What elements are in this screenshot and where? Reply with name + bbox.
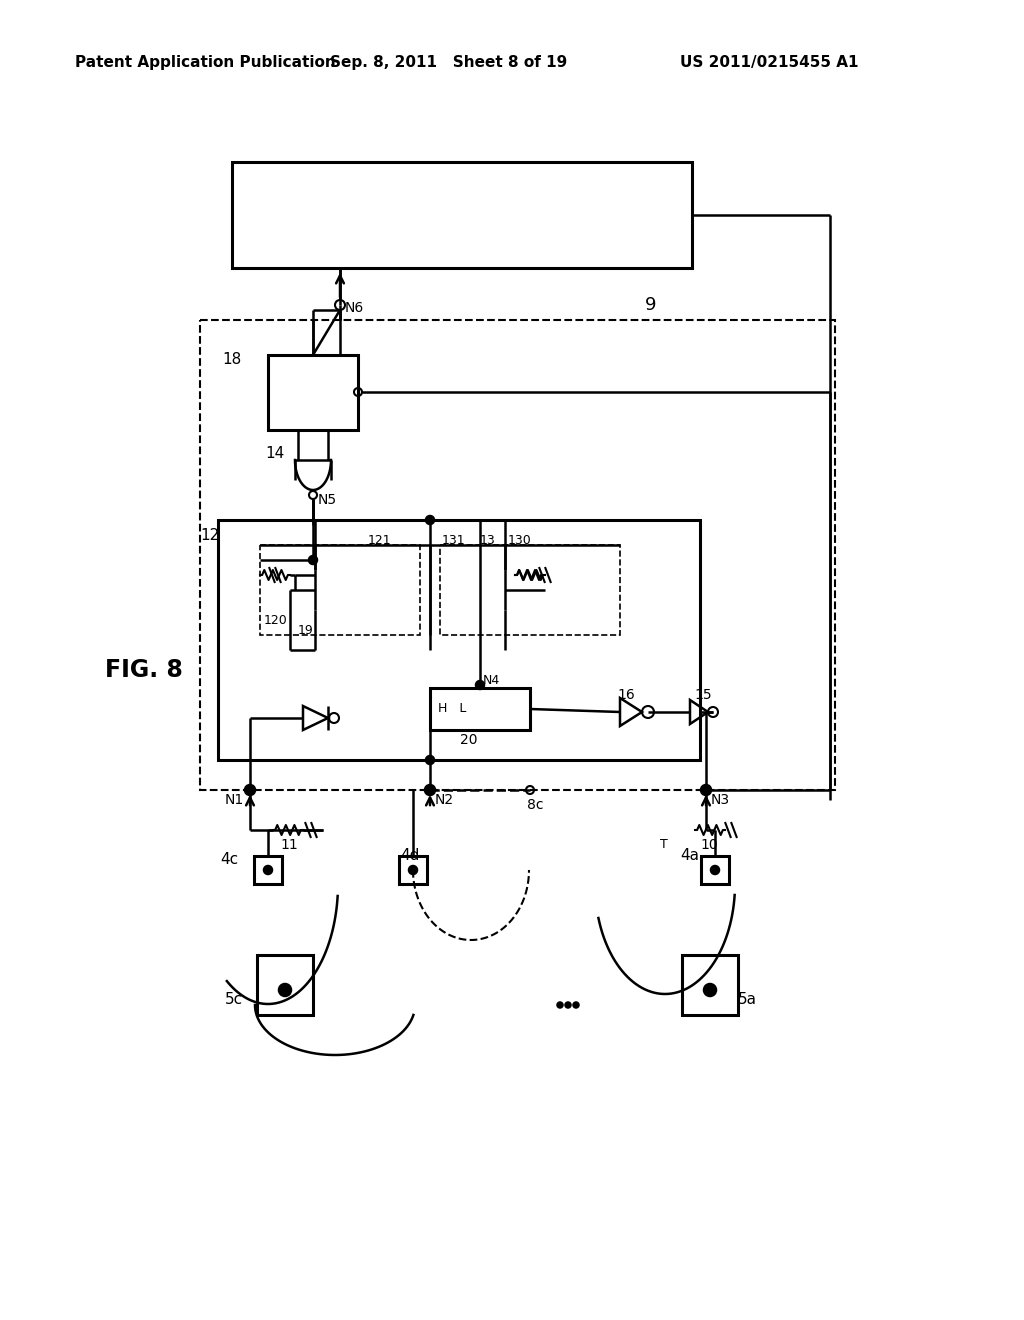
Bar bbox=[430, 688, 530, 730]
Text: 18: 18 bbox=[222, 352, 242, 367]
Text: Patent Application Publication: Patent Application Publication bbox=[75, 54, 336, 70]
Bar bbox=[218, 520, 700, 760]
Circle shape bbox=[279, 983, 291, 997]
Text: 9: 9 bbox=[645, 296, 656, 314]
Text: 130: 130 bbox=[508, 533, 531, 546]
Text: N5: N5 bbox=[318, 492, 337, 507]
Text: 121: 121 bbox=[368, 533, 391, 546]
Bar bbox=[399, 855, 427, 884]
Bar bbox=[254, 855, 282, 884]
Text: 10: 10 bbox=[700, 838, 718, 851]
Text: 15: 15 bbox=[694, 688, 712, 702]
Bar bbox=[268, 355, 358, 430]
Text: FIG. 8: FIG. 8 bbox=[105, 657, 183, 682]
Circle shape bbox=[711, 866, 719, 874]
Text: 20: 20 bbox=[460, 733, 477, 747]
Text: N3: N3 bbox=[711, 793, 730, 807]
Circle shape bbox=[426, 516, 434, 524]
Text: N6: N6 bbox=[345, 301, 365, 315]
Circle shape bbox=[573, 1002, 579, 1007]
Circle shape bbox=[245, 785, 255, 795]
Circle shape bbox=[705, 983, 716, 997]
Bar bbox=[682, 954, 738, 1015]
Bar bbox=[232, 162, 692, 268]
Bar bbox=[257, 954, 313, 1015]
Circle shape bbox=[426, 756, 434, 764]
Circle shape bbox=[264, 866, 272, 874]
Text: 5a: 5a bbox=[738, 993, 757, 1007]
Text: 8c: 8c bbox=[527, 799, 544, 812]
Bar bbox=[701, 855, 729, 884]
Text: T: T bbox=[660, 838, 668, 851]
Circle shape bbox=[409, 866, 417, 874]
Circle shape bbox=[701, 785, 711, 795]
Text: N1: N1 bbox=[225, 793, 245, 807]
Text: Sep. 8, 2011   Sheet 8 of 19: Sep. 8, 2011 Sheet 8 of 19 bbox=[330, 54, 567, 70]
Text: 12: 12 bbox=[200, 528, 219, 543]
Circle shape bbox=[476, 681, 484, 689]
Circle shape bbox=[309, 556, 317, 564]
Text: 4c: 4c bbox=[220, 853, 239, 867]
Text: 14: 14 bbox=[265, 446, 285, 461]
Circle shape bbox=[565, 1002, 570, 1007]
Text: 4d: 4d bbox=[400, 849, 420, 863]
Text: 16: 16 bbox=[617, 688, 635, 702]
Text: 11: 11 bbox=[280, 838, 298, 851]
Text: 19: 19 bbox=[298, 623, 313, 636]
Text: H   L: H L bbox=[438, 702, 466, 715]
Text: N2: N2 bbox=[435, 793, 454, 807]
Text: 131: 131 bbox=[442, 533, 466, 546]
Text: N4: N4 bbox=[483, 673, 501, 686]
Bar bbox=[260, 545, 420, 635]
Text: 5c: 5c bbox=[225, 993, 243, 1007]
Bar bbox=[440, 545, 620, 635]
Bar bbox=[200, 319, 835, 789]
Text: US 2011/0215455 A1: US 2011/0215455 A1 bbox=[680, 54, 858, 70]
Circle shape bbox=[425, 785, 435, 795]
Text: 4a: 4a bbox=[680, 849, 699, 863]
Text: 120: 120 bbox=[264, 614, 288, 627]
Circle shape bbox=[557, 1002, 562, 1007]
Text: 13: 13 bbox=[480, 533, 496, 546]
